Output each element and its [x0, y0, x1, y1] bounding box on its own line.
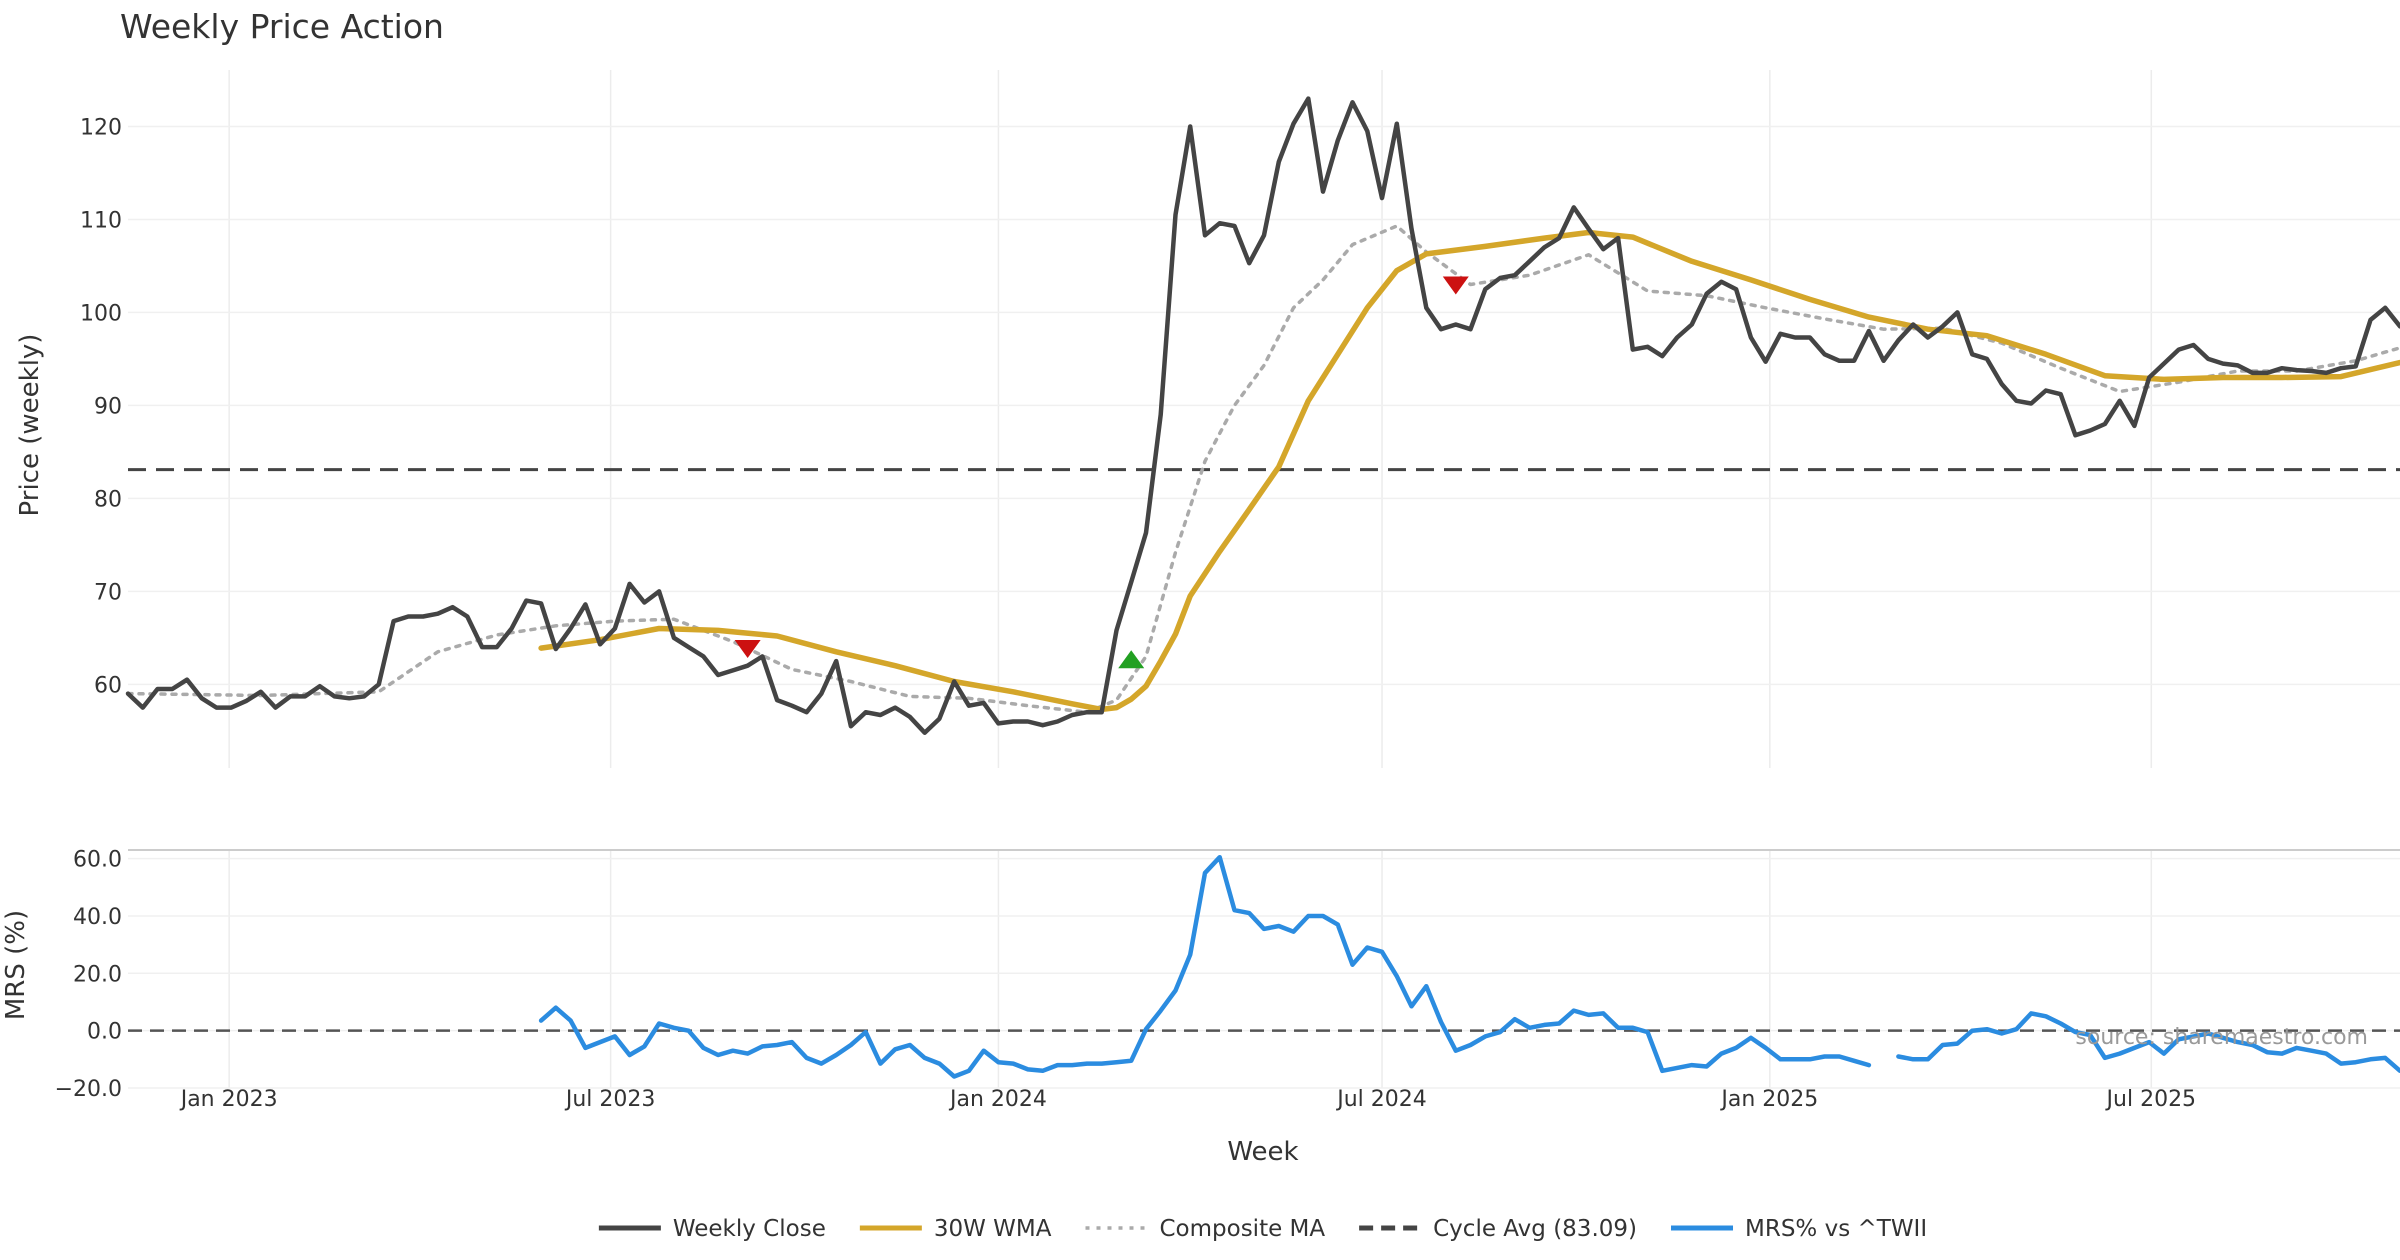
legend-label: 30W WMA — [934, 1216, 1052, 1242]
price-y-tick-label: 80 — [94, 487, 122, 512]
x-tick-label: Jul 2023 — [564, 1087, 656, 1112]
legend-item: MRS% vs ^TWII — [1671, 1216, 1927, 1242]
price-y-tick-label: 120 — [80, 115, 122, 140]
mrs-y-axis-title: MRS (%) — [1, 910, 31, 1020]
price-y-axis-ticks: 60 70 80 90 100 110 120 — [80, 115, 122, 698]
legend-label: MRS% vs ^TWII — [1745, 1216, 1927, 1242]
price-y-tick-label: 100 — [80, 301, 122, 326]
x-axis-title: Week — [1227, 1137, 1298, 1167]
series-line-weekly-close — [125, 96, 2400, 735]
series-line-mrs — [538, 854, 1872, 1079]
legend-item: Composite MA — [1085, 1216, 1325, 1242]
buy-signal-marker — [1118, 650, 1145, 669]
price-y-tick-label: 90 — [94, 394, 122, 419]
price-panel-grid — [128, 70, 2400, 768]
price-y-tick-label: 70 — [94, 580, 122, 605]
mrs-y-tick-label: −20.0 — [55, 1077, 122, 1102]
mrs-y-tick-label: 0.0 — [87, 1020, 122, 1045]
legend-item: Cycle Avg (83.09) — [1359, 1216, 1637, 1242]
price-y-tick-label: 60 — [94, 673, 122, 698]
legend-label: Composite MA — [1159, 1216, 1325, 1242]
mrs-y-tick-label: 60.0 — [73, 848, 122, 873]
mrs-series-group — [538, 854, 2400, 1079]
price-y-tick-label: 110 — [80, 208, 122, 233]
mrs-y-tick-label: 40.0 — [73, 905, 122, 930]
sell-signal-marker — [1442, 276, 1469, 295]
x-tick-label: Jan 2025 — [1719, 1087, 1818, 1112]
x-tick-label: Jan 2024 — [948, 1087, 1047, 1112]
x-axis-ticks: Jan 2023 Jul 2023 Jan 2024 Jul 2024 Jan 2025… — [179, 1087, 2196, 1112]
x-tick-label: Jul 2025 — [2105, 1087, 2197, 1112]
legend-item: Weekly Close — [598, 1216, 826, 1242]
legend-label: Cycle Avg (83.09) — [1433, 1216, 1637, 1242]
x-tick-label: Jan 2023 — [179, 1087, 278, 1112]
source-note: source: sharemaestro.com — [2075, 1025, 2368, 1050]
chart-title: Weekly Price Action — [120, 7, 444, 46]
legend-label: Weekly Close — [673, 1216, 826, 1242]
x-tick-label: Jul 2024 — [1335, 1087, 1427, 1112]
signal-markers — [734, 276, 1469, 669]
mrs-y-axis-ticks: −20.0 0.0 20.0 40.0 60.0 — [55, 848, 122, 1102]
sell-signal-marker — [734, 639, 761, 658]
legend-item: 30W WMA — [859, 1216, 1052, 1242]
legend: Weekly Close 30W WMA Composite MA Cycle Avg… — [598, 1216, 1927, 1242]
series-line-30w-wma — [538, 229, 2400, 713]
series-line-mrs — [1896, 1011, 2400, 1074]
mrs-panel-grid — [128, 850, 2400, 1089]
mrs-y-tick-label: 20.0 — [73, 962, 122, 987]
price-y-axis-title: Price (weekly) — [15, 334, 45, 517]
price-series-group — [125, 96, 2400, 735]
